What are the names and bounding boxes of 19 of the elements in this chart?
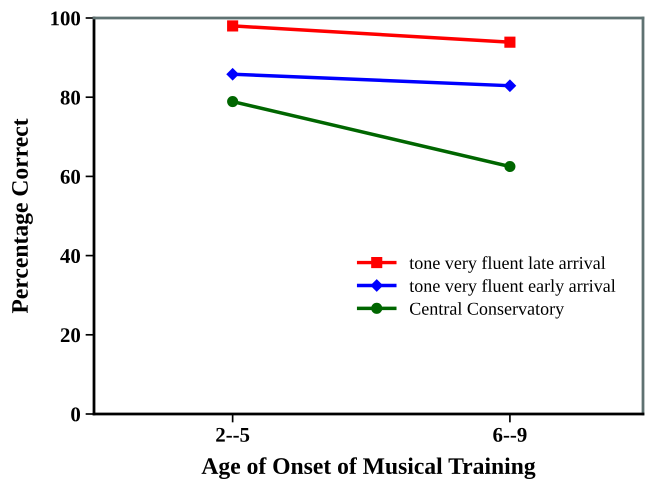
y-tick-label: 40 (60, 248, 80, 264)
x-tick-label: 2--5 (216, 428, 250, 442)
y-tick-label: 100 (51, 11, 80, 26)
point (504, 36, 516, 48)
legend-label: tone very fluent late arrival (409, 256, 606, 273)
legend-label: Central Conservatory (410, 302, 564, 319)
point (227, 96, 238, 108)
y-axis-title: Percentage Correct (12, 118, 33, 314)
x-tick-label: 6--9 (493, 428, 527, 442)
point (227, 20, 238, 32)
point (504, 160, 516, 172)
point (504, 80, 516, 92)
x-axis-title: Age of Onset of Musical Training (202, 457, 536, 480)
y-tick-label: 20 (60, 328, 80, 342)
point (226, 68, 239, 80)
y-tick-label: 0 (71, 407, 80, 422)
y-tick-label: 80 (60, 90, 80, 105)
legend-label: tone very fluent early arrival (409, 279, 616, 296)
y-tick-label: 60 (60, 170, 80, 184)
